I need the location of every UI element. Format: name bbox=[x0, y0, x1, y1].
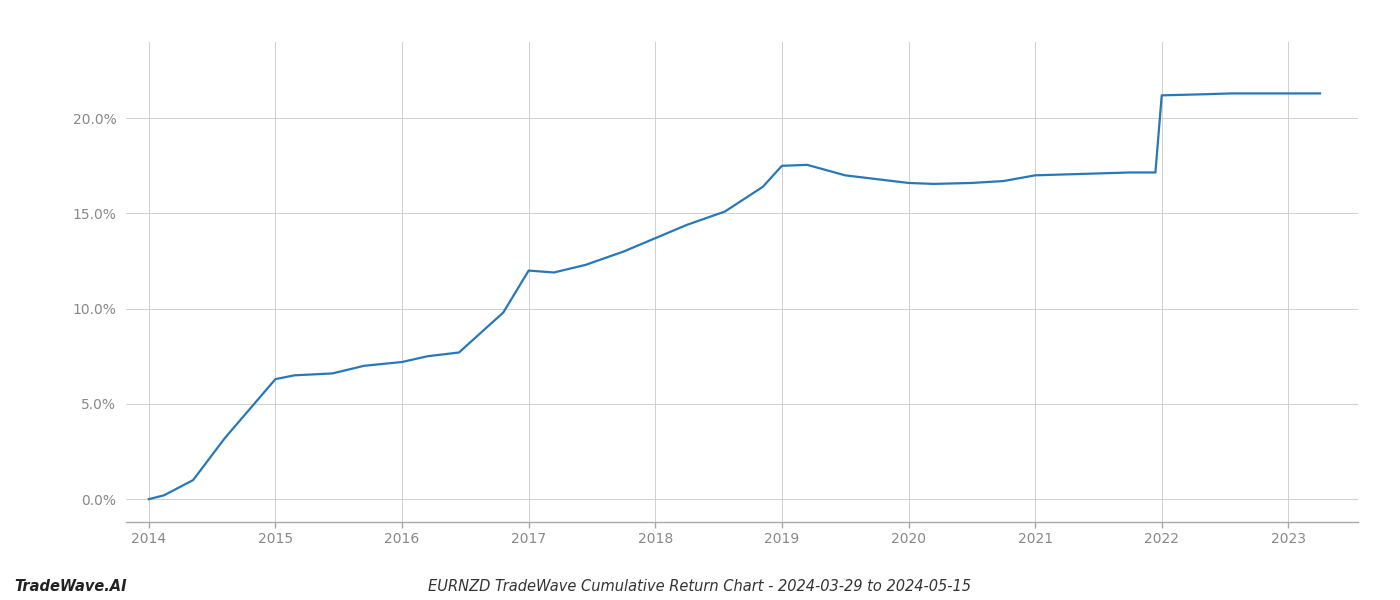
Text: EURNZD TradeWave Cumulative Return Chart - 2024-03-29 to 2024-05-15: EURNZD TradeWave Cumulative Return Chart… bbox=[428, 579, 972, 594]
Text: TradeWave.AI: TradeWave.AI bbox=[14, 579, 126, 594]
